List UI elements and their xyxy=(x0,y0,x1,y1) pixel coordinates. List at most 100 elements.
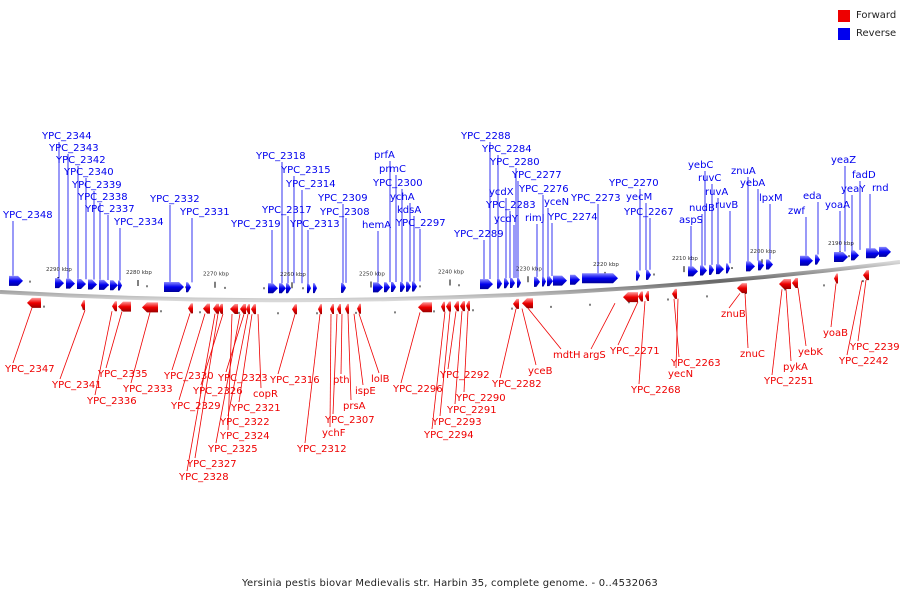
reverse-gene-arrow[interactable] xyxy=(504,278,509,289)
gene-label-ypc-2314: YPC_2314 xyxy=(285,179,336,190)
forward-gene-arrow[interactable] xyxy=(441,301,445,312)
legend-item-forward: Forward xyxy=(838,7,896,25)
gene-label-zwf: zwf xyxy=(788,206,805,217)
forward-gene-arrow[interactable] xyxy=(418,302,432,313)
forward-gene-arrow[interactable] xyxy=(118,301,131,312)
gene-label-ypc-2329: YPC_2329 xyxy=(170,401,221,412)
forward-gene-arrow[interactable] xyxy=(834,273,838,284)
reverse-gene-arrow[interactable] xyxy=(766,259,773,270)
forward-gene-arrow[interactable] xyxy=(645,291,649,302)
gene-label-znua: znuA xyxy=(731,166,756,177)
forward-gene-arrow[interactable] xyxy=(737,283,747,294)
forward-gene-arrow[interactable] xyxy=(863,270,869,281)
reverse-gene-arrow[interactable] xyxy=(186,282,191,293)
reverse-gene-arrow[interactable] xyxy=(313,283,317,294)
forward-gene-arrow[interactable] xyxy=(251,304,256,315)
reverse-gene-arrow[interactable] xyxy=(497,278,502,289)
reverse-gene-arrow[interactable] xyxy=(866,248,880,259)
reverse-gene-arrow[interactable] xyxy=(55,278,64,289)
forward-gene-arrow[interactable] xyxy=(460,301,465,312)
reverse-gene-arrow[interactable] xyxy=(286,283,291,294)
reverse-gene-arrow[interactable] xyxy=(700,265,707,276)
forward-gene-arrow[interactable] xyxy=(213,303,219,314)
reverse-gene-arrow[interactable] xyxy=(400,281,405,292)
forward-gene-arrow[interactable] xyxy=(623,292,638,303)
forward-gene-arrow[interactable] xyxy=(27,297,41,308)
forward-gene-arrow[interactable] xyxy=(672,288,677,299)
forward-gene-arrow[interactable] xyxy=(466,300,470,311)
reverse-gene-arrow[interactable] xyxy=(77,279,86,290)
reverse-gene-arrow[interactable] xyxy=(709,264,714,275)
reverse-gene-arrow[interactable] xyxy=(534,276,540,287)
forward-gene-arrow[interactable] xyxy=(112,301,117,312)
reverse-gene-arrow[interactable] xyxy=(480,279,493,290)
reverse-gene-arrow[interactable] xyxy=(88,279,97,290)
forward-gene-arrow[interactable] xyxy=(218,303,223,314)
reverse-gene-arrow[interactable] xyxy=(268,283,278,294)
gene-label-ypc-2317: YPC_2317 xyxy=(261,205,312,216)
forward-gene-arrow[interactable] xyxy=(779,278,791,289)
forward-gene-arrow[interactable] xyxy=(230,303,238,314)
forward-gene-arrow[interactable] xyxy=(345,303,349,314)
legend-reverse-label: Reverse xyxy=(856,28,897,39)
reverse-gene-arrow[interactable] xyxy=(746,261,755,272)
forward-gene-arrow[interactable] xyxy=(357,303,361,314)
forward-gene-arrow[interactable] xyxy=(318,304,322,315)
forward-gene-arrow[interactable] xyxy=(522,298,533,309)
reverse-gene-arrow[interactable] xyxy=(758,260,764,271)
reverse-gene-arrow[interactable] xyxy=(66,278,75,289)
forward-gene-arrow[interactable] xyxy=(81,300,85,311)
forward-gene-arrow[interactable] xyxy=(203,303,210,314)
reverse-gene-arrow[interactable] xyxy=(307,283,311,294)
forward-gene-arrow[interactable] xyxy=(240,304,246,315)
forward-gene-arrow[interactable] xyxy=(792,277,798,288)
reverse-gene-arrow[interactable] xyxy=(547,276,553,287)
gene-label-ypc-2322: YPC_2322 xyxy=(219,417,270,428)
reverse-gene-arrow[interactable] xyxy=(412,281,417,292)
reverse-gene-arrow[interactable] xyxy=(384,282,390,293)
reverse-gene-arrow[interactable] xyxy=(553,275,567,286)
reverse-gene-arrow[interactable] xyxy=(542,276,546,287)
reverse-gene-arrow[interactable] xyxy=(118,280,122,291)
reverse-gene-arrow[interactable] xyxy=(646,269,651,280)
reverse-gene-arrow[interactable] xyxy=(279,283,286,294)
reverse-gene-arrow[interactable] xyxy=(110,280,118,291)
reverse-gene-arrow[interactable] xyxy=(800,255,813,266)
leader-line xyxy=(59,310,86,380)
reverse-gene-arrow[interactable] xyxy=(716,264,724,275)
reverse-gene-arrow[interactable] xyxy=(99,279,109,290)
reverse-gene-arrow[interactable] xyxy=(879,246,891,257)
forward-gene-arrow[interactable] xyxy=(513,298,519,309)
reverse-gene-arrow[interactable] xyxy=(636,270,640,281)
forward-gene-arrow[interactable] xyxy=(330,304,334,315)
reverse-gene-arrow[interactable] xyxy=(517,277,521,288)
forward-gene-arrow[interactable] xyxy=(142,302,158,313)
reverse-gene-arrow[interactable] xyxy=(726,263,730,274)
reverse-gene-arrow[interactable] xyxy=(688,266,698,277)
forward-gene-arrow[interactable] xyxy=(246,304,250,315)
reverse-gene-arrow[interactable] xyxy=(834,251,848,262)
reverse-gene-arrow[interactable] xyxy=(815,254,820,265)
reverse-gene-arrow[interactable] xyxy=(373,282,383,293)
reverse-gene-arrow[interactable] xyxy=(510,278,515,289)
gene-label-yecn: yecN xyxy=(668,369,693,380)
forward-gene-arrow[interactable] xyxy=(292,304,297,315)
forward-gene-arrow[interactable] xyxy=(188,303,193,314)
reverse-gene-arrow[interactable] xyxy=(341,282,346,293)
reverse-gene-arrow[interactable] xyxy=(851,250,859,261)
forward-gene-arrow[interactable] xyxy=(638,291,643,302)
reverse-gene-arrow[interactable] xyxy=(164,281,184,292)
ruler-tick-label: 2230 kbp xyxy=(516,266,542,272)
forward-gene-arrow[interactable] xyxy=(454,301,459,312)
gene-label-ypc-2267: YPC_2267 xyxy=(623,207,674,218)
reverse-gene-arrow[interactable] xyxy=(582,273,618,284)
gene-label-yeba: yebA xyxy=(740,178,765,189)
reverse-gene-arrow[interactable] xyxy=(570,274,580,285)
reverse-gene-arrow[interactable] xyxy=(406,281,411,292)
gene-label-ypc-2332: YPC_2332 xyxy=(149,194,200,205)
strand-legend: Forward Reverse xyxy=(838,7,896,43)
forward-gene-arrow[interactable] xyxy=(446,301,451,312)
reverse-gene-arrow[interactable] xyxy=(391,282,396,293)
reverse-gene-arrow[interactable] xyxy=(9,275,23,286)
forward-gene-arrow[interactable] xyxy=(337,303,341,314)
